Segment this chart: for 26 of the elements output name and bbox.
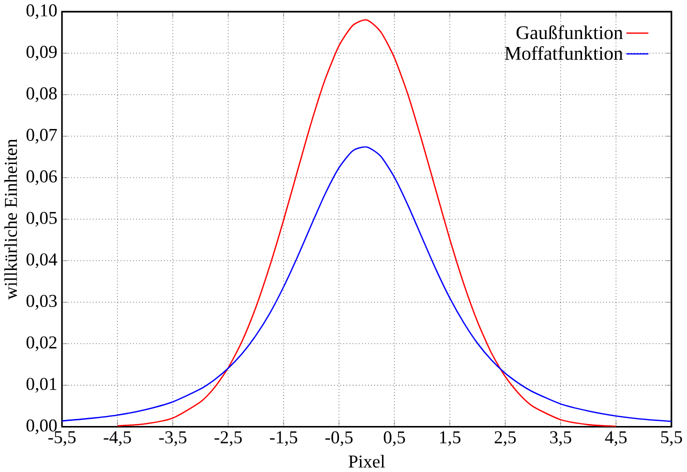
y-tick-label: 0,04 — [26, 253, 58, 268]
x-tick-label: 3,5 — [550, 431, 572, 446]
y-tick-label: 0,09 — [26, 46, 57, 61]
line-series — [62, 146, 672, 422]
x-tick-label: -4,5 — [104, 431, 131, 446]
legend-label: Gaußfunktion — [516, 25, 623, 40]
y-tick-label: 0,10 — [26, 4, 57, 20]
legend-label: Moffatfunktion — [504, 46, 623, 60]
y-tick-label: 0,08 — [26, 87, 57, 102]
y-tick-label: 0,02 — [26, 336, 56, 352]
x-tick-label: 4,5 — [605, 431, 627, 446]
y-axis-title: willkürliche Einheiten — [4, 139, 17, 300]
x-tick-label: 1,5 — [440, 431, 460, 446]
x-tick-label: -2,5 — [214, 431, 242, 446]
x-tick-label: 5,5 — [661, 431, 682, 446]
y-tick-label: 0,01 — [26, 378, 56, 393]
x-tick-label: 0,5 — [384, 431, 405, 446]
x-axis-title: Pixel — [348, 454, 385, 468]
y-tick-label: 0,07 — [26, 128, 57, 144]
y-tick-label: 0,06 — [26, 170, 57, 186]
x-tick-label: -0,5 — [325, 431, 353, 446]
y-tick-label: 0,03 — [26, 294, 57, 310]
x-tick-label: -3,5 — [159, 431, 186, 446]
x-tick-label: 2,5 — [494, 431, 516, 446]
y-tick-label: 0,05 — [26, 212, 57, 227]
x-tick-label: -1,5 — [270, 431, 298, 446]
